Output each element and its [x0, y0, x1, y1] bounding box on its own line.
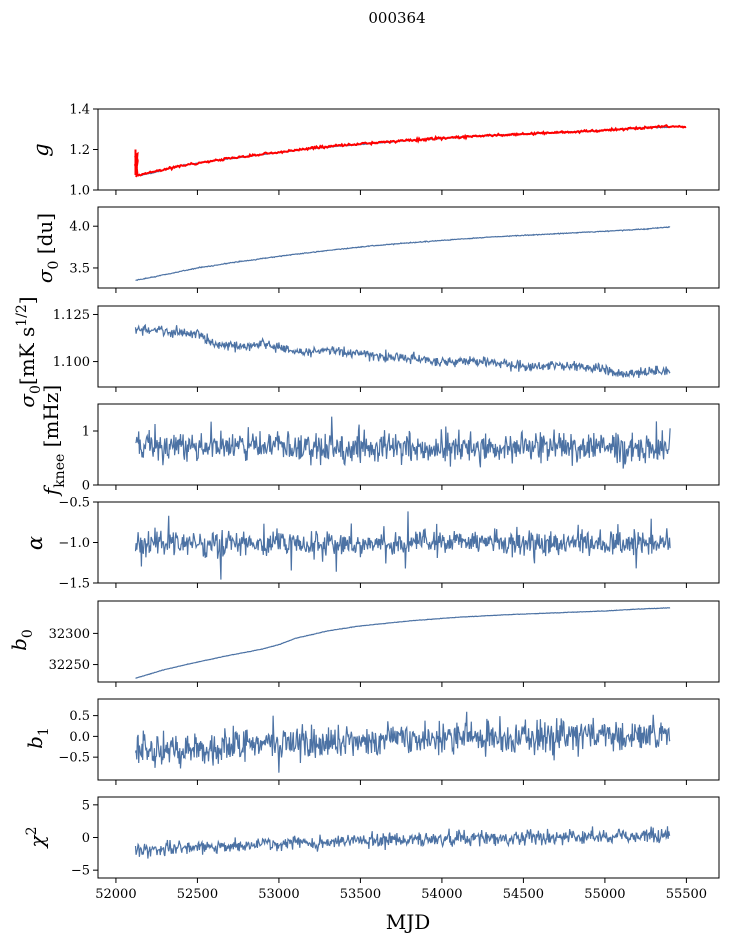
- panel-b0: 32250 32300 b0: [7, 600, 720, 687]
- panel-fknee-yticks: 01: [82, 425, 98, 494]
- panel-b1-series: [134, 711, 671, 773]
- panel-alpha-xticks: [115, 583, 687, 588]
- panel-sigma0-du-frame: [97, 206, 720, 289]
- y-tick-label: 1.4: [69, 103, 90, 118]
- panel-g-series: [133, 124, 687, 178]
- series-line: [135, 416, 671, 469]
- x-tick-label: 53000: [258, 887, 299, 902]
- panel-chi2-yticks: −5 0 5: [71, 798, 98, 879]
- y-tick-label: 1.125: [53, 308, 90, 323]
- panel-b0-xticks: [115, 682, 687, 687]
- panel-chi2-xticks: 52000 52500 53000 53500 54000 54500 55000 55500: [95, 878, 707, 902]
- y-tick-label: 32250: [49, 658, 90, 673]
- figure-title: 000364: [368, 9, 425, 27]
- y-tick-label: 1.0: [69, 184, 90, 199]
- x-tick-label: 53500: [340, 887, 381, 902]
- panel-chi2-ylabel: χ2: [24, 826, 49, 849]
- panel-b1: −0.5 0.0 0.5 b1: [23, 698, 720, 785]
- x-tick-label: 52500: [177, 887, 218, 902]
- y-tick-label: 3.5: [69, 261, 90, 276]
- y-tick-label: −1.0: [58, 536, 90, 551]
- y-tick-label: 4.0: [69, 220, 90, 235]
- panel-sigma0-mk-yticks: 1.100 1.125: [53, 308, 98, 370]
- panel-sigma0-mk-xticks: [115, 387, 687, 392]
- panel-sigma0-du-series: [135, 226, 671, 282]
- series-line: [134, 711, 671, 773]
- series-line: [134, 323, 671, 379]
- x-axis-label: MJD: [386, 910, 431, 934]
- panel-sigma0-mk-frame: [97, 305, 720, 388]
- y-tick-label: −5: [71, 864, 90, 879]
- y-tick-label: 0: [82, 479, 90, 494]
- y-tick-label: 32300: [49, 627, 90, 642]
- panel-chi2: −5 0 5 52000 52500 53000 53500 54000 54500 55000…: [24, 796, 720, 902]
- panel-g: 1.0 1.2 1.4 g: [29, 103, 720, 199]
- panel-fknee: 01 fknee [mHz]: [39, 385, 720, 497]
- y-tick-label: −1.5: [58, 577, 90, 592]
- panel-g-yticks: 1.0 1.2 1.4: [69, 103, 98, 199]
- y-tick-label: 0: [82, 831, 90, 846]
- y-tick-label: 0.5: [69, 709, 90, 724]
- panel-alpha: −1.5 −1.0 −0.5 α: [23, 496, 720, 592]
- panel-sigma0-mk-ylabel: σ0[mK s1/2]: [14, 296, 44, 407]
- panel-b0-yticks: 32250 32300: [49, 627, 98, 673]
- panel-fknee-ylabel: fknee [mHz]: [39, 385, 68, 497]
- panel-alpha-series: [134, 511, 671, 580]
- panel-fknee-xticks: [115, 485, 687, 490]
- series-line: [135, 226, 671, 282]
- series-line: [135, 607, 671, 679]
- x-tick-label: 55000: [584, 887, 625, 902]
- panel-b1-yticks: −0.5 0.0 0.5: [58, 709, 98, 766]
- y-tick-label: 1.2: [69, 143, 90, 158]
- y-tick-label: 1: [82, 425, 90, 440]
- panel-alpha-yticks: −1.5 −1.0 −0.5: [58, 496, 98, 592]
- panel-g-frame: [97, 108, 720, 191]
- series-line: [134, 826, 671, 859]
- panel-alpha-ylabel: α: [23, 536, 47, 550]
- x-tick-label: 52000: [95, 887, 136, 902]
- y-tick-label: −0.5: [58, 496, 90, 511]
- panel-g-ylabel: g: [29, 143, 53, 156]
- panel-chi2-series: [134, 826, 671, 859]
- panel-sigma0-du: 3.5 4.0 σ0 [du]: [33, 206, 720, 293]
- series-line: [134, 511, 671, 580]
- x-tick-label: 54500: [503, 887, 544, 902]
- overlay-spike: [133, 149, 139, 176]
- x-tick-label: 55500: [666, 887, 707, 902]
- panel-fknee-frame: [97, 403, 720, 486]
- panel-fknee-series: [135, 416, 671, 469]
- y-tick-label: 0.0: [69, 730, 90, 745]
- panel-b1-ylabel: b1: [23, 727, 52, 749]
- series-line: [135, 126, 671, 177]
- x-tick-label: 54000: [421, 887, 462, 902]
- overlay-line: [135, 124, 687, 178]
- panel-b1-xticks: [115, 780, 687, 785]
- panel-sigma0-du-ylabel: σ0 [du]: [33, 213, 62, 283]
- y-tick-label: 1.100: [53, 355, 90, 370]
- panel-sigma0-mk: 1.100 1.125 σ0[mK s1/2]: [14, 296, 720, 408]
- panel-b0-series: [135, 607, 671, 679]
- panel-b0-ylabel: b0: [7, 629, 36, 651]
- panel-sigma0-mk-series: [134, 323, 671, 379]
- panel-sigma0-du-yticks: 3.5 4.0: [69, 220, 98, 276]
- panel-sigma0-du-xticks: [115, 288, 687, 293]
- panel-b1-frame: [97, 698, 720, 781]
- panel-b0-frame: [97, 600, 720, 683]
- y-tick-label: −0.5: [58, 751, 90, 766]
- y-tick-label: 5: [82, 798, 90, 813]
- panel-g-xticks: [115, 190, 687, 195]
